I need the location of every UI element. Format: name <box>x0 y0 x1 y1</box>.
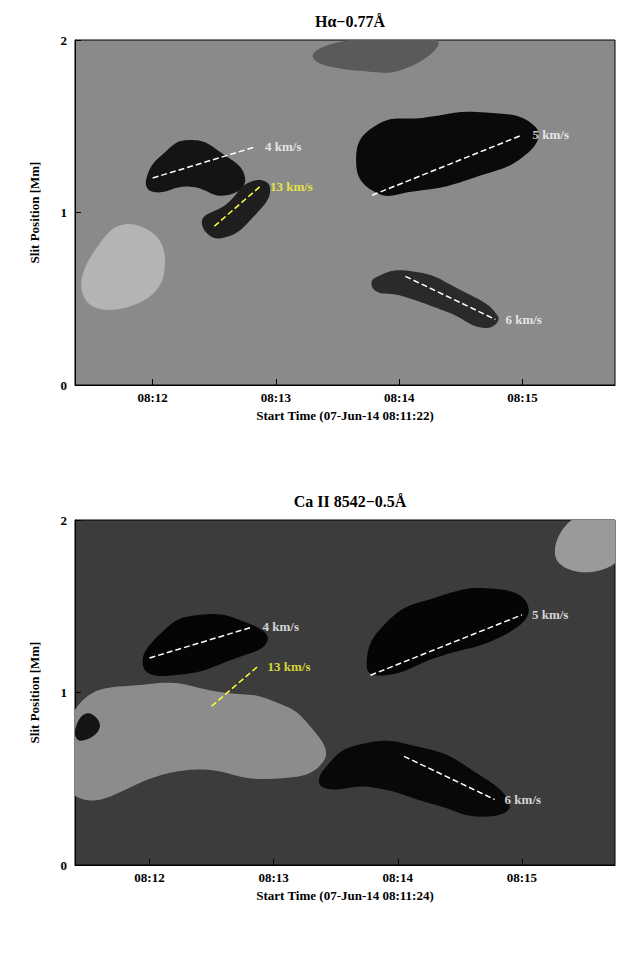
svg-text:5 km/s: 5 km/s <box>533 127 569 142</box>
svg-text:08:15: 08:15 <box>507 870 538 885</box>
svg-text:Slit Position [Mm]: Slit Position [Mm] <box>27 642 42 744</box>
svg-text:5 km/s: 5 km/s <box>532 607 568 622</box>
svg-text:Hα−0.77Å: Hα−0.77Å <box>315 13 385 30</box>
svg-text:08:14: 08:14 <box>383 870 414 885</box>
svg-text:0: 0 <box>61 378 68 393</box>
svg-text:6 km/s: 6 km/s <box>505 792 541 807</box>
svg-text:Start Time (07-Jun-14 08:11:24: Start Time (07-Jun-14 08:11:24) <box>256 888 434 903</box>
svg-text:1: 1 <box>61 205 68 220</box>
svg-text:0: 0 <box>61 858 68 873</box>
svg-text:13 km/s: 13 km/s <box>267 659 310 674</box>
svg-text:2: 2 <box>61 513 68 528</box>
svg-text:Start Time (07-Jun-14 08:11:22: Start Time (07-Jun-14 08:11:22) <box>256 408 434 423</box>
svg-text:1: 1 <box>61 685 68 700</box>
svg-text:13 km/s: 13 km/s <box>270 179 313 194</box>
svg-text:08:14: 08:14 <box>384 390 415 405</box>
svg-text:08:12: 08:12 <box>137 390 167 405</box>
svg-text:6 km/s: 6 km/s <box>505 312 541 327</box>
svg-text:08:13: 08:13 <box>261 390 292 405</box>
svg-text:08:12: 08:12 <box>134 870 164 885</box>
svg-text:08:15: 08:15 <box>507 390 538 405</box>
svg-text:2: 2 <box>61 33 68 48</box>
svg-text:Slit Position [Mm]: Slit Position [Mm] <box>27 162 42 264</box>
svg-text:08:13: 08:13 <box>258 870 289 885</box>
svg-text:4 km/s: 4 km/s <box>265 139 301 154</box>
svg-text:4 km/s: 4 km/s <box>263 619 299 634</box>
svg-text:Ca II 8542−0.5Å: Ca II 8542−0.5Å <box>294 493 407 510</box>
